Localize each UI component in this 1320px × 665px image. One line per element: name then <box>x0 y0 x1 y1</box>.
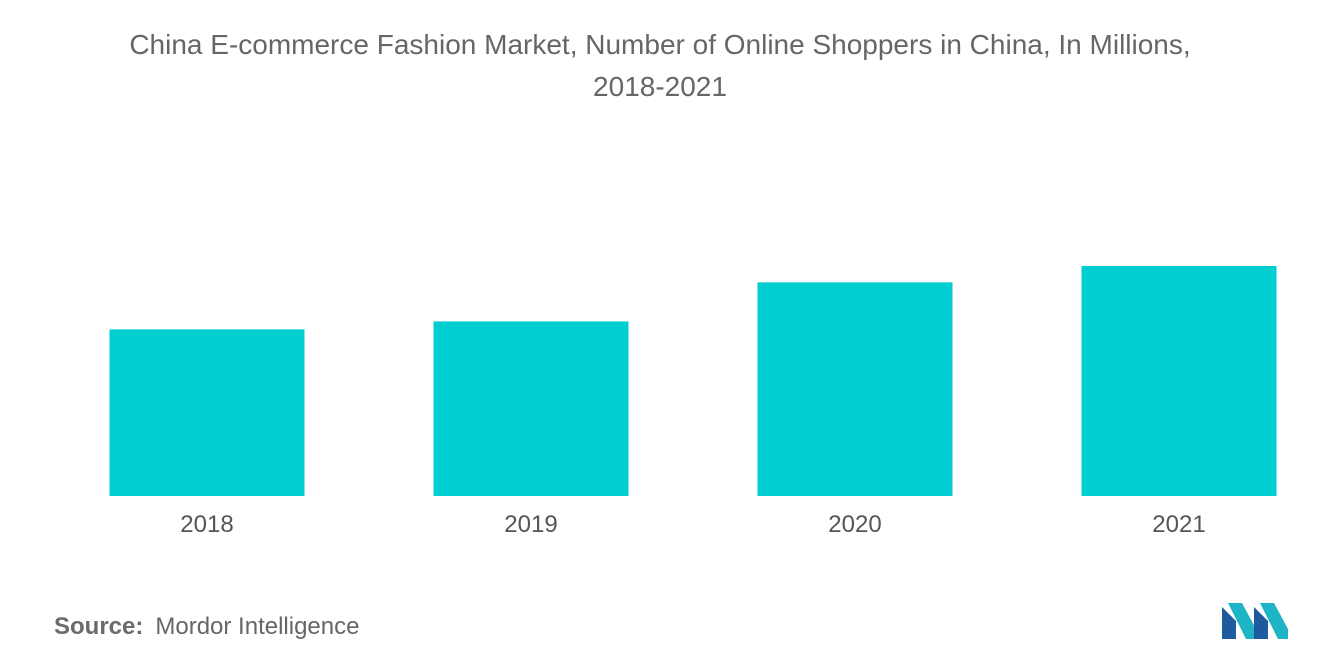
x-tick-label-2018: 2018 <box>180 511 233 538</box>
chart-title: China E-commerce Fashion Market, Number … <box>129 29 1191 102</box>
x-tick-label-2020: 2020 <box>828 511 881 538</box>
source-label: Source: <box>54 613 144 640</box>
bar-2018 <box>109 329 305 496</box>
bar-2019 <box>433 321 629 496</box>
bar-2020 <box>757 282 953 496</box>
mordor-intelligence-logo-icon <box>1222 603 1288 639</box>
source-note: Source: Mordor Intelligence <box>54 611 359 643</box>
source-value: Mordor Intelligence <box>155 613 360 640</box>
bar-2021 <box>1081 266 1277 496</box>
x-tick-label-2021: 2021 <box>1152 511 1205 538</box>
x-tick-label-2019: 2019 <box>504 511 557 538</box>
